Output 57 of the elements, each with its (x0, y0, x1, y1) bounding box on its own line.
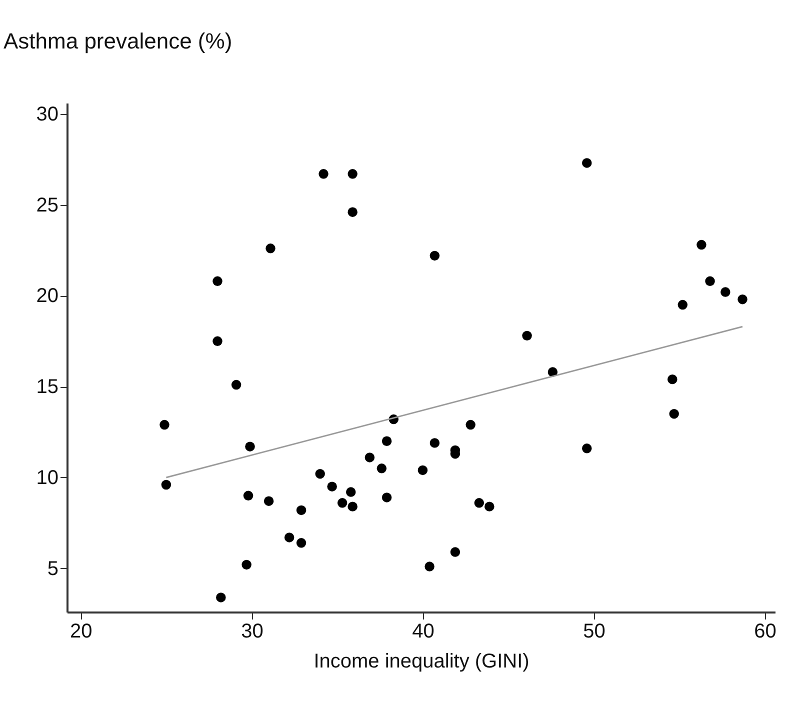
point (678, 300, 688, 310)
point (231, 380, 242, 390)
point (315, 468, 325, 479)
point (348, 169, 358, 179)
point (160, 420, 170, 430)
y-tick-label: 30 (36, 103, 58, 126)
point (418, 465, 428, 476)
y-tick-label: 25 (36, 194, 58, 216)
point (450, 547, 460, 557)
point (296, 538, 306, 548)
point (284, 532, 294, 542)
y-tick-label: 20 (36, 285, 58, 308)
point (327, 482, 337, 492)
point (296, 505, 306, 516)
point (582, 158, 592, 168)
point (318, 169, 328, 179)
point (484, 502, 494, 512)
y-tick-label: 10 (36, 466, 58, 489)
point (243, 490, 254, 501)
point (430, 438, 440, 448)
x-tick-label: 30 (241, 620, 264, 642)
point (382, 436, 392, 446)
point (430, 250, 440, 261)
point (266, 244, 276, 254)
point (669, 408, 679, 419)
point (346, 487, 356, 497)
x-tick-label: 50 (583, 620, 606, 642)
point (720, 287, 730, 297)
x-tick-label: 40 (412, 620, 434, 642)
point (382, 492, 392, 502)
y-tick-label: 15 (36, 376, 58, 398)
point (376, 464, 387, 474)
point (212, 276, 222, 286)
point (705, 276, 715, 286)
point (264, 496, 274, 506)
point (161, 480, 172, 490)
x-tick-label: 60 (754, 620, 776, 642)
point (696, 240, 706, 250)
point (668, 374, 678, 384)
point (522, 330, 532, 341)
point (466, 420, 476, 430)
point (348, 502, 358, 512)
point (364, 452, 375, 462)
point (424, 562, 434, 572)
y-axis-title: Asthma prevalence (%) (4, 28, 232, 54)
point (216, 592, 226, 602)
point (242, 560, 252, 570)
point (245, 442, 255, 452)
x-axis-title: Income inequality (GINI) (314, 650, 530, 672)
point (212, 336, 222, 346)
x-tick-label: 20 (70, 620, 92, 642)
point (348, 207, 358, 217)
point (474, 498, 484, 508)
point (582, 444, 592, 454)
point (337, 498, 348, 508)
y-tick-label: 5 (47, 558, 58, 580)
point (738, 294, 748, 304)
